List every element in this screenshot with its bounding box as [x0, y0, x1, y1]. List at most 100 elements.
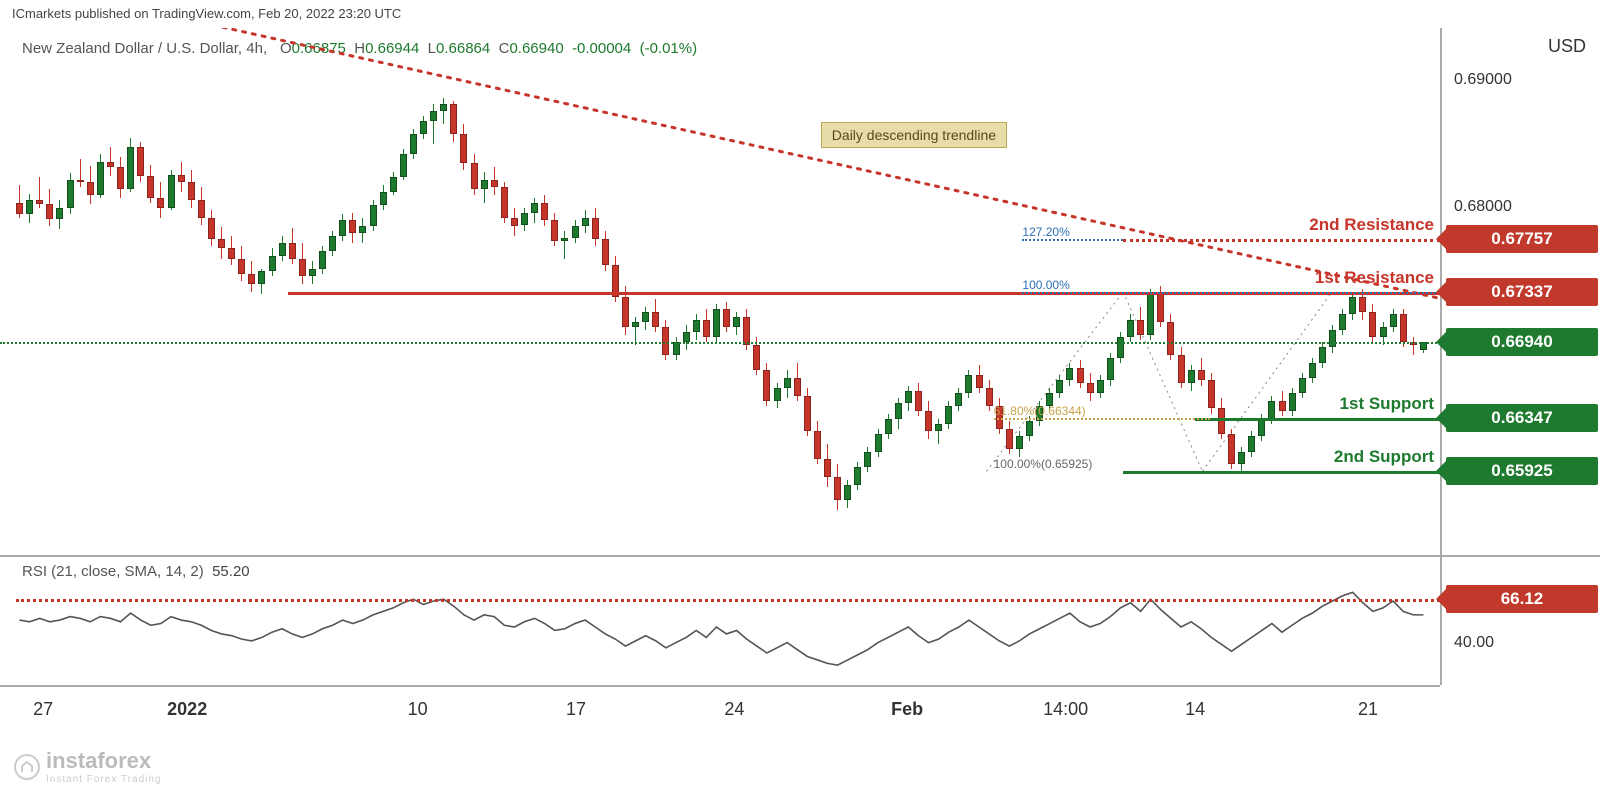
candle: [1258, 28, 1265, 548]
candle: [814, 28, 821, 548]
candle: [491, 28, 498, 548]
rsi-panel[interactable]: RSI (21, close, SMA, 14, 2) 55.20: [0, 555, 1440, 685]
candle: [561, 28, 568, 548]
time-tick: Feb: [891, 699, 923, 720]
candle: [1309, 28, 1316, 548]
candle: [511, 28, 518, 548]
candle: [1400, 28, 1407, 548]
price-chart-panel[interactable]: New Zealand Dollar / U.S. Dollar, 4h, O0…: [0, 28, 1440, 548]
candle: [875, 28, 882, 548]
price-tag-sup1: 0.66347: [1446, 404, 1598, 432]
candle: [986, 28, 993, 548]
candle: [602, 28, 609, 548]
candle: [976, 28, 983, 548]
candle: [541, 28, 548, 548]
y-axis-unit: USD: [1548, 36, 1586, 57]
candle: [279, 28, 286, 548]
candle: [319, 28, 326, 548]
level-label-sup1: 1st Support: [1340, 394, 1434, 414]
candle: [1137, 28, 1144, 548]
level-line-sup2: [1123, 471, 1440, 474]
level-line-res2: [1123, 239, 1440, 242]
time-tick: 27: [33, 699, 53, 720]
candle: [1167, 28, 1174, 548]
candle: [1107, 28, 1114, 548]
candle: [36, 28, 43, 548]
candle: [794, 28, 801, 548]
price-tag-res2: 0.67757: [1446, 225, 1598, 253]
candle: [1188, 28, 1195, 548]
candle: [1329, 28, 1336, 548]
candle: [572, 28, 579, 548]
candle: [774, 28, 781, 548]
candle: [945, 28, 952, 548]
candle: [46, 28, 53, 548]
rsi-title: RSI (21, close, SMA, 14, 2) 55.20: [22, 563, 250, 580]
candle: [137, 28, 144, 548]
candle: [127, 28, 134, 548]
candle: [531, 28, 538, 548]
candle: [1157, 28, 1164, 548]
candle: [763, 28, 770, 548]
candle: [400, 28, 407, 548]
candle: [834, 28, 841, 548]
candle: [1349, 28, 1356, 548]
candle: [67, 28, 74, 548]
rsi-resistance-line: [16, 599, 1440, 602]
fib-label-2: 61.80%(0.66344): [994, 404, 1086, 418]
candle: [1238, 28, 1245, 548]
candle: [1390, 28, 1397, 548]
candle: [733, 28, 740, 548]
candle: [1289, 28, 1296, 548]
candle: [198, 28, 205, 548]
candle: [965, 28, 972, 548]
price-ytick: 0.68000: [1454, 198, 1512, 216]
candle: [743, 28, 750, 548]
candle: [390, 28, 397, 548]
candle: [178, 28, 185, 548]
candle: [168, 28, 175, 548]
price-ytick: 0.69000: [1454, 71, 1512, 89]
candle: [652, 28, 659, 548]
time-tick: 24: [724, 699, 744, 720]
candle: [1127, 28, 1134, 548]
candle: [218, 28, 225, 548]
candle: [289, 28, 296, 548]
time-tick: 2022: [167, 699, 207, 720]
candle: [551, 28, 558, 548]
price-tag-last: 0.66940: [1446, 328, 1598, 356]
fib-line-2: [994, 418, 1210, 420]
header-published-text: ICmarkets published on TradingView.com, …: [0, 0, 1600, 28]
fib-label-3: 100.00%(0.65925): [994, 457, 1093, 471]
candle: [228, 28, 235, 548]
candle: [26, 28, 33, 548]
candle: [359, 28, 366, 548]
candle: [673, 28, 680, 548]
candle: [16, 28, 23, 548]
candle: [258, 28, 265, 548]
candle: [1248, 28, 1255, 548]
candle: [935, 28, 942, 548]
candle: [1147, 28, 1154, 548]
candle: [955, 28, 962, 548]
time-tick: 21: [1358, 699, 1378, 720]
candle: [1178, 28, 1185, 548]
fib-line-1: [1022, 292, 1440, 294]
candle: [471, 28, 478, 548]
time-tick: 14: [1185, 699, 1205, 720]
candle: [885, 28, 892, 548]
candle: [854, 28, 861, 548]
candle: [1359, 28, 1366, 548]
candle: [77, 28, 84, 548]
candle: [309, 28, 316, 548]
candle: [188, 28, 195, 548]
candle: [592, 28, 599, 548]
candle: [349, 28, 356, 548]
time-tick: 10: [408, 699, 428, 720]
candle: [1198, 28, 1205, 548]
fib-label-0: 127.20%: [1022, 225, 1069, 239]
candle: [622, 28, 629, 548]
candle: [1208, 28, 1215, 548]
candle: [1339, 28, 1346, 548]
candle: [844, 28, 851, 548]
